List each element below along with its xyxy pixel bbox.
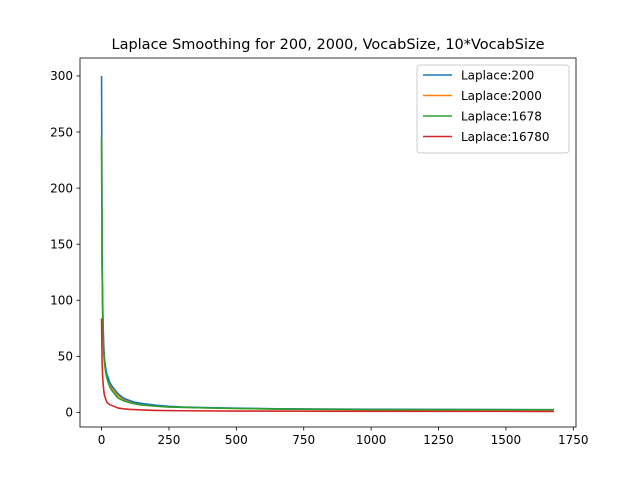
plot-frame [79,57,577,428]
chart-title: Laplace Smoothing for 200, 2000, VocabSi… [111,37,544,53]
x-tick-label: 750 [292,433,315,447]
y-tick-label: 100 [50,294,73,308]
x-tick-label: 1250 [423,433,454,447]
x-tick-label: 250 [158,433,181,447]
x-tick-label: 500 [225,433,248,447]
legend-label: Laplace:1678 [461,109,542,123]
x-tick-label: 1750 [558,433,589,447]
series-line-laplace-16780 [100,318,554,413]
legend-label: Laplace:200 [461,68,534,82]
series-layer [100,75,554,413]
y-tick-label: 200 [50,181,73,195]
y-tick-label: 250 [50,125,73,139]
legend-label: Laplace:2000 [461,89,542,103]
legend-box [416,64,570,154]
series-line-laplace-1678 [100,137,554,411]
axes-layer: 0 250 500 750 1000 1250 1500 1750 0 50 100 150 200 25… [50,69,588,447]
x-tick-label: 0 [98,433,106,447]
y-tick-label: 0 [65,406,73,420]
y-tick-label: 150 [50,237,73,251]
legend: Laplace:200 Laplace:2000 Laplace:1678 Lapla… [416,64,570,154]
y-tick-label: 50 [58,350,73,364]
x-tick-label: 1000 [356,433,387,447]
x-tick-label: 1500 [491,433,522,447]
y-tick-label: 300 [50,69,73,83]
legend-label: Laplace:16780 [461,130,550,144]
